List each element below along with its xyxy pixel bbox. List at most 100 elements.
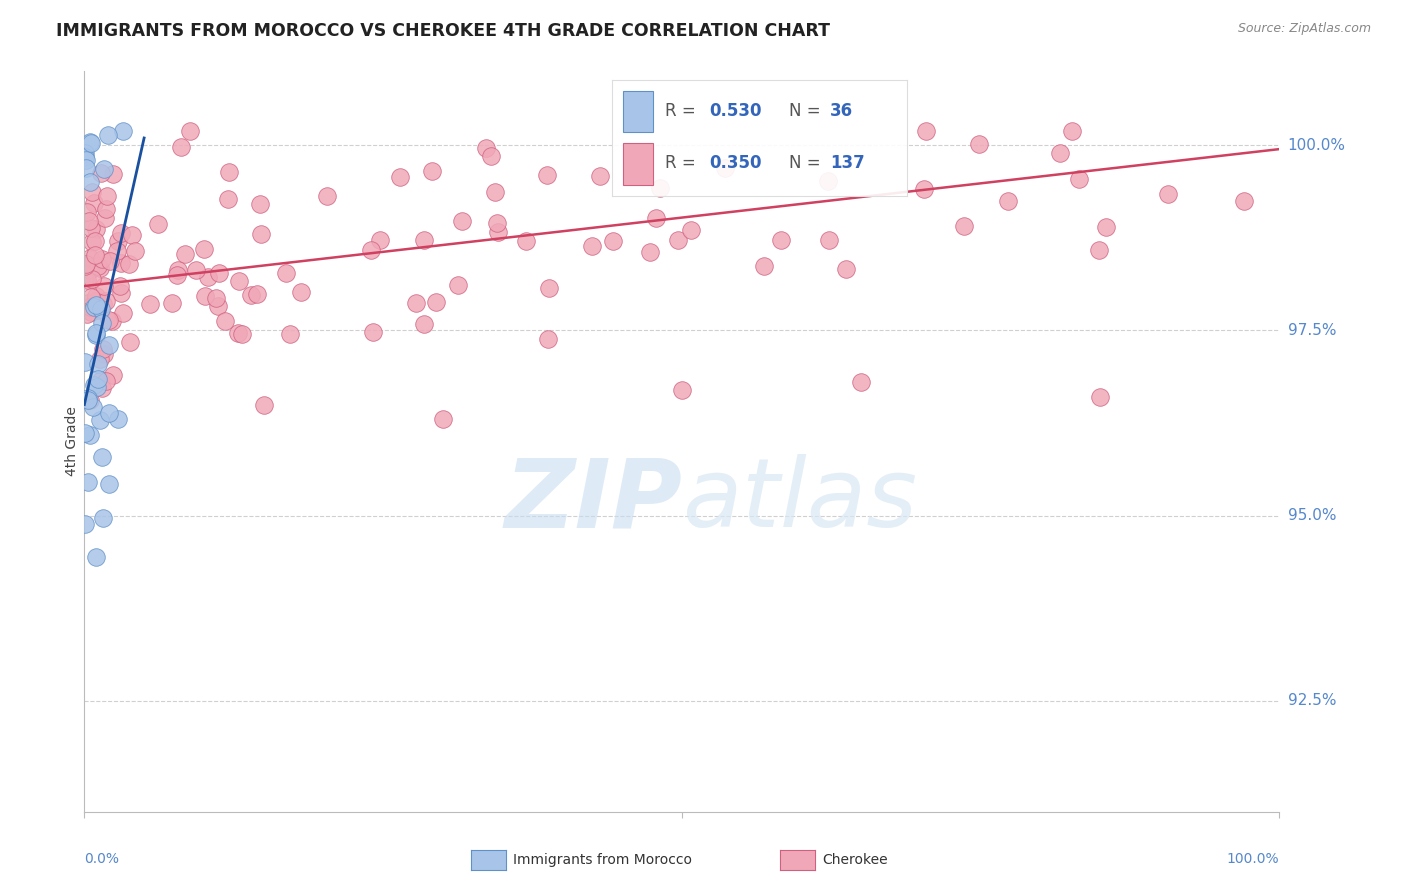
Point (105, 244, 128, 258)
Point (87, 357, 110, 371)
Text: R =: R = (665, 102, 696, 120)
Point (98, 313, 121, 327)
Text: Cherokee: Cherokee (823, 853, 889, 867)
Point (79, 175, 101, 189)
Point (100, 313, 122, 327)
Point (90, 252, 112, 266)
Point (96, 189, 118, 203)
Point (75, 153, 97, 168)
Text: 95.0%: 95.0% (1288, 508, 1336, 523)
Point (77, 475, 100, 490)
Point (90, 373, 112, 387)
Point (239, 288, 262, 302)
Point (75, 257, 97, 271)
Point (94, 375, 117, 389)
Point (1233, 194, 1256, 208)
Point (170, 140, 193, 154)
Point (110, 279, 132, 293)
Point (214, 314, 236, 328)
Point (87, 372, 110, 386)
Point (167, 263, 190, 277)
Point (368, 233, 391, 247)
Point (83, 300, 105, 314)
Y-axis label: 4th Grade: 4th Grade (65, 407, 79, 476)
Point (536, 168, 558, 182)
Point (80, 220, 103, 235)
Point (79, 428, 101, 442)
Point (474, 141, 496, 155)
Point (98, 406, 121, 420)
Text: atlas: atlas (682, 454, 917, 548)
Point (249, 196, 271, 211)
Point (97, 128, 120, 142)
Point (681, 222, 703, 236)
Point (79, 214, 101, 228)
Point (389, 169, 412, 184)
Point (79, 290, 101, 304)
Text: Immigrants from Morocco: Immigrants from Morocco (513, 853, 692, 867)
Point (1049, 145, 1071, 160)
FancyBboxPatch shape (623, 143, 652, 185)
Point (769, 233, 792, 247)
Point (280, 326, 302, 341)
Point (73, 355, 96, 369)
Point (75, 259, 97, 273)
Point (91, 511, 114, 525)
Text: 97.5%: 97.5% (1288, 323, 1336, 338)
Point (818, 233, 841, 247)
Point (93, 279, 115, 293)
Point (1095, 220, 1118, 235)
Point (103, 167, 125, 181)
Point (537, 281, 560, 295)
Text: 0.0%: 0.0% (84, 853, 120, 866)
Point (96, 202, 118, 217)
Point (231, 326, 253, 341)
Point (276, 266, 298, 280)
Point (79, 305, 101, 319)
Point (413, 318, 436, 332)
Point (226, 326, 249, 340)
Point (84, 298, 107, 312)
Point (77, 391, 100, 405)
Point (94, 211, 117, 225)
Point (91, 297, 114, 311)
Point (120, 334, 142, 349)
Point (84, 549, 107, 564)
Point (1060, 123, 1083, 137)
Point (361, 325, 384, 339)
Point (420, 164, 443, 178)
Point (969, 136, 991, 151)
Point (666, 233, 689, 247)
Point (537, 332, 560, 346)
Point (486, 225, 509, 239)
Point (479, 149, 502, 163)
Point (94, 293, 117, 308)
Point (84, 234, 107, 248)
Point (111, 306, 134, 320)
Point (581, 239, 603, 253)
Point (84, 222, 107, 236)
Point (82, 400, 104, 414)
Point (91, 381, 114, 395)
Point (73, 145, 96, 160)
Point (194, 289, 217, 303)
FancyBboxPatch shape (623, 91, 652, 132)
Point (851, 376, 873, 390)
Point (1088, 244, 1111, 258)
Point (602, 235, 624, 249)
Point (166, 268, 188, 283)
Point (80, 136, 103, 150)
Point (84, 289, 107, 303)
Point (87, 260, 110, 274)
Point (76, 307, 98, 321)
Point (107, 412, 129, 426)
Point (360, 243, 382, 257)
Point (89, 351, 111, 366)
Point (451, 214, 474, 228)
Point (645, 211, 668, 225)
Point (250, 227, 273, 241)
Point (914, 123, 936, 137)
Point (101, 368, 124, 383)
Point (83, 196, 105, 211)
Point (80, 186, 103, 200)
